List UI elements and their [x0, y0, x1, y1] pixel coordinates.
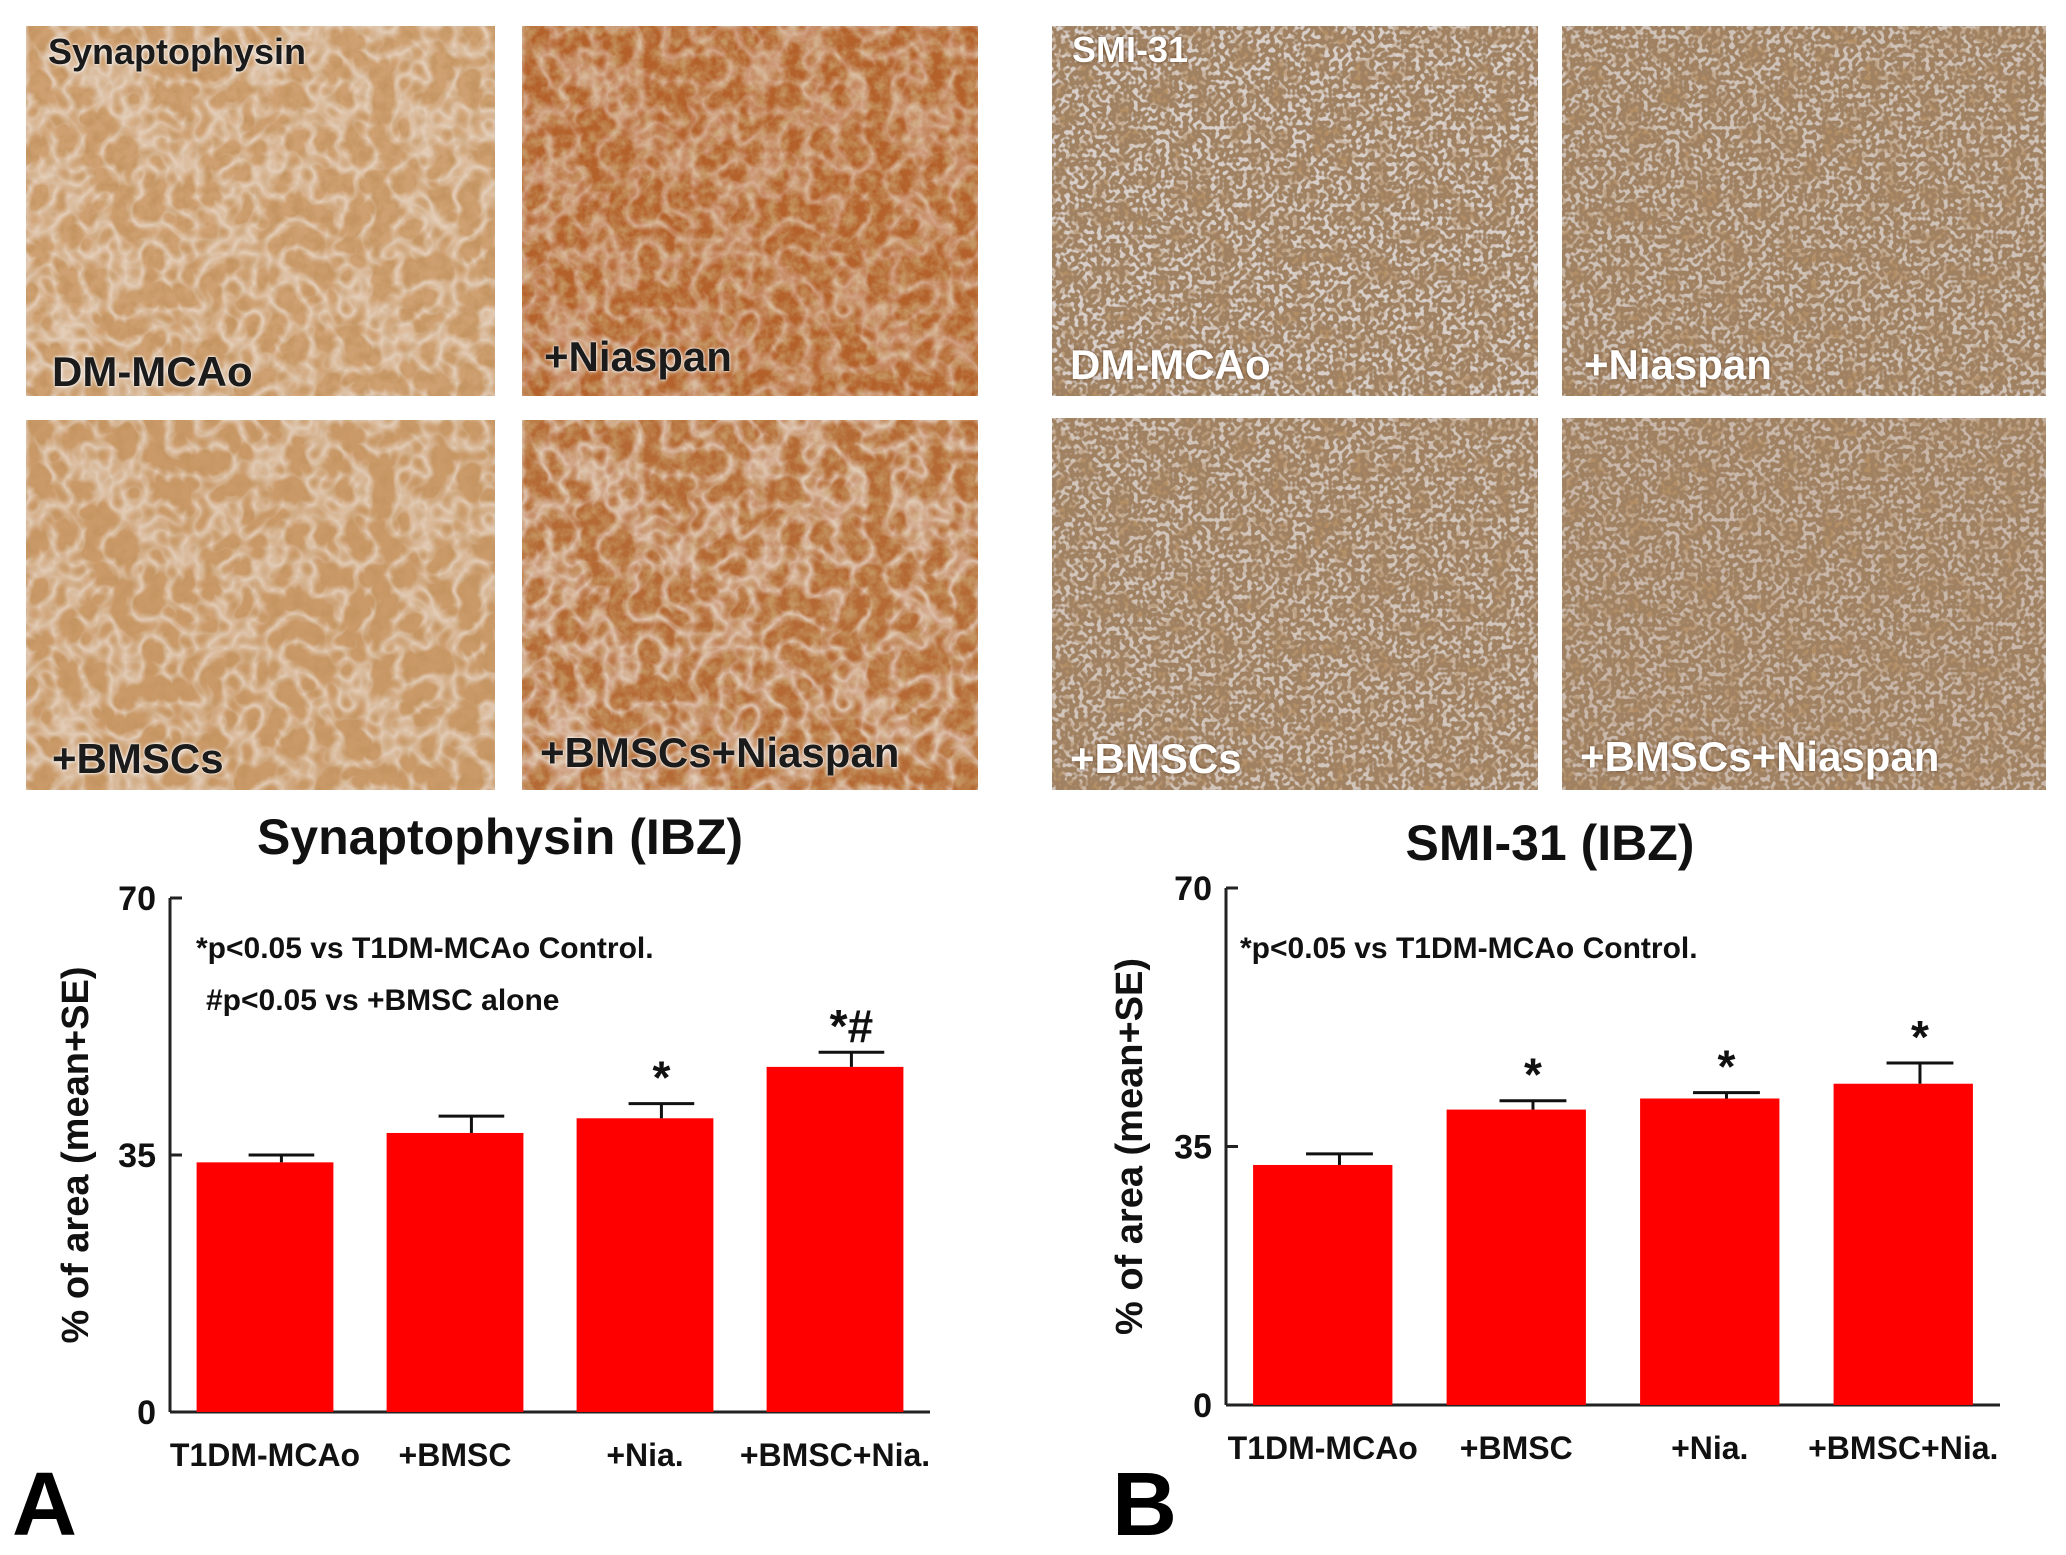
bar [576, 1118, 714, 1412]
y-tick-label: 0 [1193, 1387, 1212, 1425]
micrograph-a-bmscs: +BMSCs [26, 420, 495, 790]
micrograph-label: +BMSCs+Niaspan [1580, 733, 1940, 780]
y-axis-label: % of area (mean+SE) [55, 967, 97, 1344]
micrograph-texture [26, 26, 495, 396]
micrograph-label: +Niaspan [544, 333, 732, 380]
category-label: +BMSC [1460, 1430, 1573, 1466]
micrograph-b-bmscs-niaspan: +BMSCs+Niaspan [1562, 418, 2046, 790]
significance-marker: *# [830, 1000, 873, 1052]
y-tick-label: 35 [118, 1137, 156, 1175]
y-axis-label: % of area (mean+SE) [1109, 958, 1151, 1335]
category-label: T1DM-MCAo [170, 1437, 360, 1473]
y-tick-label: 0 [137, 1394, 156, 1432]
micrograph-label: +Niaspan [1584, 341, 1772, 388]
micrograph-b-bmscs: +BMSCs [1052, 418, 1538, 790]
bar [1253, 1164, 1393, 1405]
category-label: +Nia. [606, 1437, 683, 1473]
stain-label-synaptophysin: Synaptophysin [48, 31, 307, 72]
micrograph-label: DM-MCAo [1070, 341, 1271, 388]
chart-annotation: #p<0.05 vs +BMSC alone [206, 984, 560, 1017]
stain-label-smi31: SMI-31 [1072, 29, 1189, 70]
micrograph-texture [26, 420, 495, 790]
category-label: T1DM-MCAo [1228, 1430, 1418, 1466]
chart-annotation: *p<0.05 vs T1DM-MCAo Control. [1240, 932, 1698, 965]
micrograph-label: +BMSCs [1070, 735, 1242, 782]
micrograph-label: +BMSCs [52, 735, 224, 782]
figure-letter-b: B [1112, 1455, 1177, 1555]
micrograph-b-dm-mcao: SMI-31 DM-MCAo [1052, 26, 1538, 396]
category-label: +BMSC+Nia. [1808, 1430, 1998, 1466]
chart-annotation: *p<0.05 vs T1DM-MCAo Control. [196, 932, 654, 965]
significance-marker: * [652, 1052, 670, 1104]
micrograph-texture [522, 26, 978, 396]
micrograph-texture [1052, 418, 1538, 790]
bar-chart-synaptophysin: 0 35 70 % of area (mean+SE) T1DM-MCAo +BMSC * +… [55, 880, 930, 1473]
significance-marker: * [1718, 1041, 1736, 1093]
micrograph-a-niaspan: +Niaspan [522, 26, 978, 396]
micrograph-a-dm-mcao: Synaptophysin DM-MCAo [26, 26, 495, 396]
y-tick-label: 70 [1174, 870, 1212, 908]
chart-title-a: Synaptophysin (IBZ) [256, 809, 744, 865]
y-tick-label: 70 [118, 880, 156, 918]
chart-title-b: SMI-31 (IBZ) [1405, 815, 1695, 871]
significance-marker: * [1911, 1011, 1929, 1063]
bar [1833, 1083, 1973, 1405]
bar [196, 1162, 334, 1412]
significance-marker: * [1524, 1049, 1542, 1101]
category-label: +BMSC+Nia. [740, 1437, 930, 1473]
figure-letter-a: A [12, 1455, 77, 1555]
bar [1446, 1109, 1586, 1405]
bar [1640, 1098, 1780, 1405]
micrograph-texture [522, 420, 978, 790]
micrograph-label: DM-MCAo [52, 348, 253, 395]
category-label: +Nia. [1671, 1430, 1748, 1466]
y-tick-label: 35 [1174, 1129, 1212, 1167]
micrograph-texture [1562, 26, 2046, 396]
micrograph-b-niaspan: +Niaspan [1562, 26, 2046, 396]
bar [766, 1066, 904, 1412]
micrograph-a-bmscs-niaspan: +BMSCs+Niaspan [522, 420, 978, 790]
micrograph-label: +BMSCs+Niaspan [540, 729, 900, 776]
category-label: +BMSC [399, 1437, 512, 1473]
micrograph-texture [1052, 26, 1538, 396]
micrograph-texture [1562, 418, 2046, 790]
bar [386, 1132, 524, 1412]
